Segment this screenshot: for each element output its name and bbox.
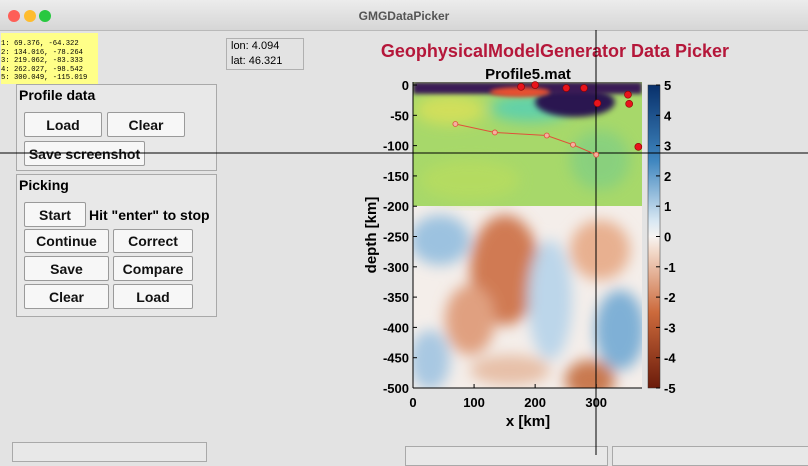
y-tick-label: -300 [383, 260, 409, 275]
picked-point [452, 121, 459, 127]
continue-button[interactable]: Continue [24, 229, 109, 253]
colorbar-tick-label: 3 [664, 139, 671, 154]
colorbar-tick-label: 5 [664, 78, 671, 93]
colorbar-tick-label: 0 [664, 230, 671, 245]
coords-box: lon: 4.094 lat: 46.321 [226, 38, 304, 70]
picked-point: 4: 262.027, -98.542 [1, 65, 83, 74]
start-button[interactable]: Start [24, 202, 86, 227]
y-axis-label: depth [km] [363, 197, 380, 274]
clear-button[interactable]: Clear [24, 284, 109, 309]
y-tick-label: 0 [402, 78, 409, 93]
minimize-button[interactable] [24, 10, 36, 22]
y-tick-label: -400 [383, 320, 409, 335]
surface-point [531, 81, 539, 89]
colorbar-tick-label: -5 [664, 381, 676, 396]
y-tick-label: -250 [383, 230, 409, 245]
x-tick-label: 300 [585, 395, 607, 410]
load-button[interactable]: Load [24, 112, 102, 137]
y-tick-label: -350 [383, 290, 409, 305]
y-tick-label: -450 [383, 351, 409, 366]
y-tick-label: -100 [383, 139, 409, 154]
picked-point [491, 129, 498, 136]
picked-point [570, 141, 576, 148]
surface-point [593, 99, 602, 108]
title-bar: GMGDataPicker [0, 0, 808, 31]
window-title: GMGDataPicker [358, 9, 450, 23]
picked-point: 3: 219.062, -83.333 [1, 57, 83, 66]
compare-button[interactable]: Compare [113, 256, 193, 281]
surface-point [624, 90, 632, 99]
y-tick-label: -200 [383, 199, 409, 214]
load-button[interactable]: Load [113, 284, 193, 309]
plot-title: Profile5.mat [485, 66, 571, 83]
surface-point [562, 84, 571, 92]
hint: Hit "enter" to stop [89, 207, 210, 223]
colorbar-tick-label: -4 [664, 351, 676, 366]
app-title: GeophysicalModelGenerator Data Picker [380, 41, 730, 61]
picked-point: 1: 69.376, -64.322 [1, 40, 79, 48]
colorbar-tick-label: 2 [664, 169, 671, 184]
panel-title: Profile data [19, 87, 96, 103]
picked-point [543, 132, 550, 139]
y-tick-label: -150 [383, 169, 409, 184]
colorbar-tick-label: -3 [664, 320, 676, 335]
picked-point: 5: 300.049, -115.019 [1, 74, 88, 83]
lat: lat: 46.321 [231, 55, 283, 67]
colorbar-tick-label: 4 [664, 108, 672, 123]
correct-button[interactable]: Correct [113, 229, 193, 253]
lon: lon: 4.094 [231, 40, 280, 52]
picked-point [593, 151, 600, 158]
panel-title: Picking [19, 177, 69, 193]
save-button[interactable]: Save [24, 256, 109, 281]
surface-point [625, 100, 633, 108]
colorbar-tick-label: -2 [664, 290, 676, 305]
surface-point [580, 84, 588, 92]
close-button[interactable] [8, 10, 20, 22]
clear-button[interactable]: Clear [107, 112, 185, 137]
surface-point [517, 83, 525, 91]
x-tick-label: 0 [409, 395, 416, 410]
y-tick-label: -50 [390, 108, 409, 123]
picked-point: 2: 134.016, -78.264 [1, 48, 83, 57]
heatmap [413, 82, 642, 388]
picked-list: 1: 69.376, -64.322 2: 134.016, -78.264 3: … [1, 33, 98, 84]
x-axis-label: x [km] [506, 413, 550, 430]
colorbar-tick-label: 1 [664, 199, 671, 214]
x-tick-label: 100 [463, 395, 485, 410]
colorbar-tick-label: -1 [664, 260, 676, 275]
y-tick-label: -500 [383, 381, 409, 396]
x-tick-label: 200 [524, 395, 546, 410]
zoom-button[interactable] [39, 10, 51, 22]
surface-point [634, 143, 643, 151]
